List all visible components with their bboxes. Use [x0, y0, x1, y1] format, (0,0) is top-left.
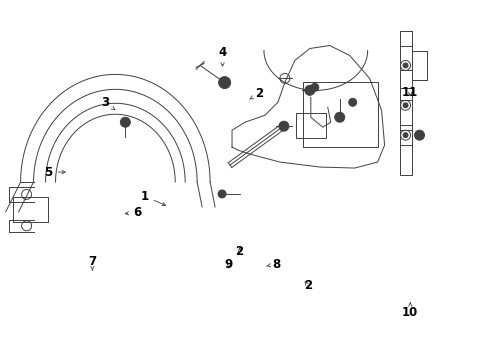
- Text: 3: 3: [102, 96, 115, 110]
- Circle shape: [218, 190, 225, 198]
- Circle shape: [310, 84, 318, 91]
- Bar: [399, 130, 411, 175]
- Text: 5: 5: [44, 166, 65, 179]
- Bar: [302, 82, 377, 147]
- Text: 2: 2: [235, 245, 243, 258]
- Circle shape: [402, 63, 407, 68]
- Circle shape: [402, 133, 407, 138]
- Circle shape: [414, 130, 424, 140]
- Circle shape: [218, 77, 230, 89]
- Text: 2: 2: [249, 87, 263, 100]
- Circle shape: [334, 112, 344, 122]
- Text: 11: 11: [401, 86, 418, 99]
- Text: 8: 8: [266, 258, 280, 271]
- Text: 6: 6: [125, 206, 141, 219]
- Circle shape: [348, 98, 356, 106]
- Circle shape: [120, 117, 130, 127]
- Circle shape: [304, 85, 314, 95]
- Text: 1: 1: [140, 190, 165, 206]
- Text: 7: 7: [88, 255, 96, 270]
- Text: 4: 4: [218, 46, 226, 66]
- Text: 10: 10: [401, 303, 418, 319]
- Bar: [295, 113, 325, 138]
- Text: 2: 2: [303, 279, 311, 292]
- Bar: [13, 197, 47, 222]
- Circle shape: [402, 103, 407, 108]
- Text: 9: 9: [224, 258, 233, 271]
- Circle shape: [278, 121, 288, 131]
